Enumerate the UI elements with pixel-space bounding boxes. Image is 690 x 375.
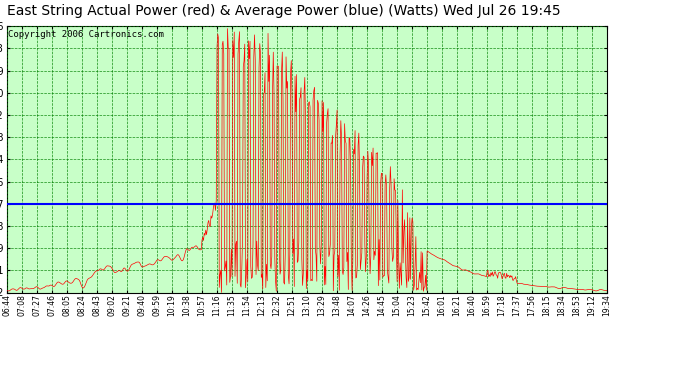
Text: Copyright 2006 Cartronics.com: Copyright 2006 Cartronics.com	[8, 30, 164, 39]
Text: East String Actual Power (red) & Average Power (blue) (Watts) Wed Jul 26 19:45: East String Actual Power (red) & Average…	[7, 4, 560, 18]
